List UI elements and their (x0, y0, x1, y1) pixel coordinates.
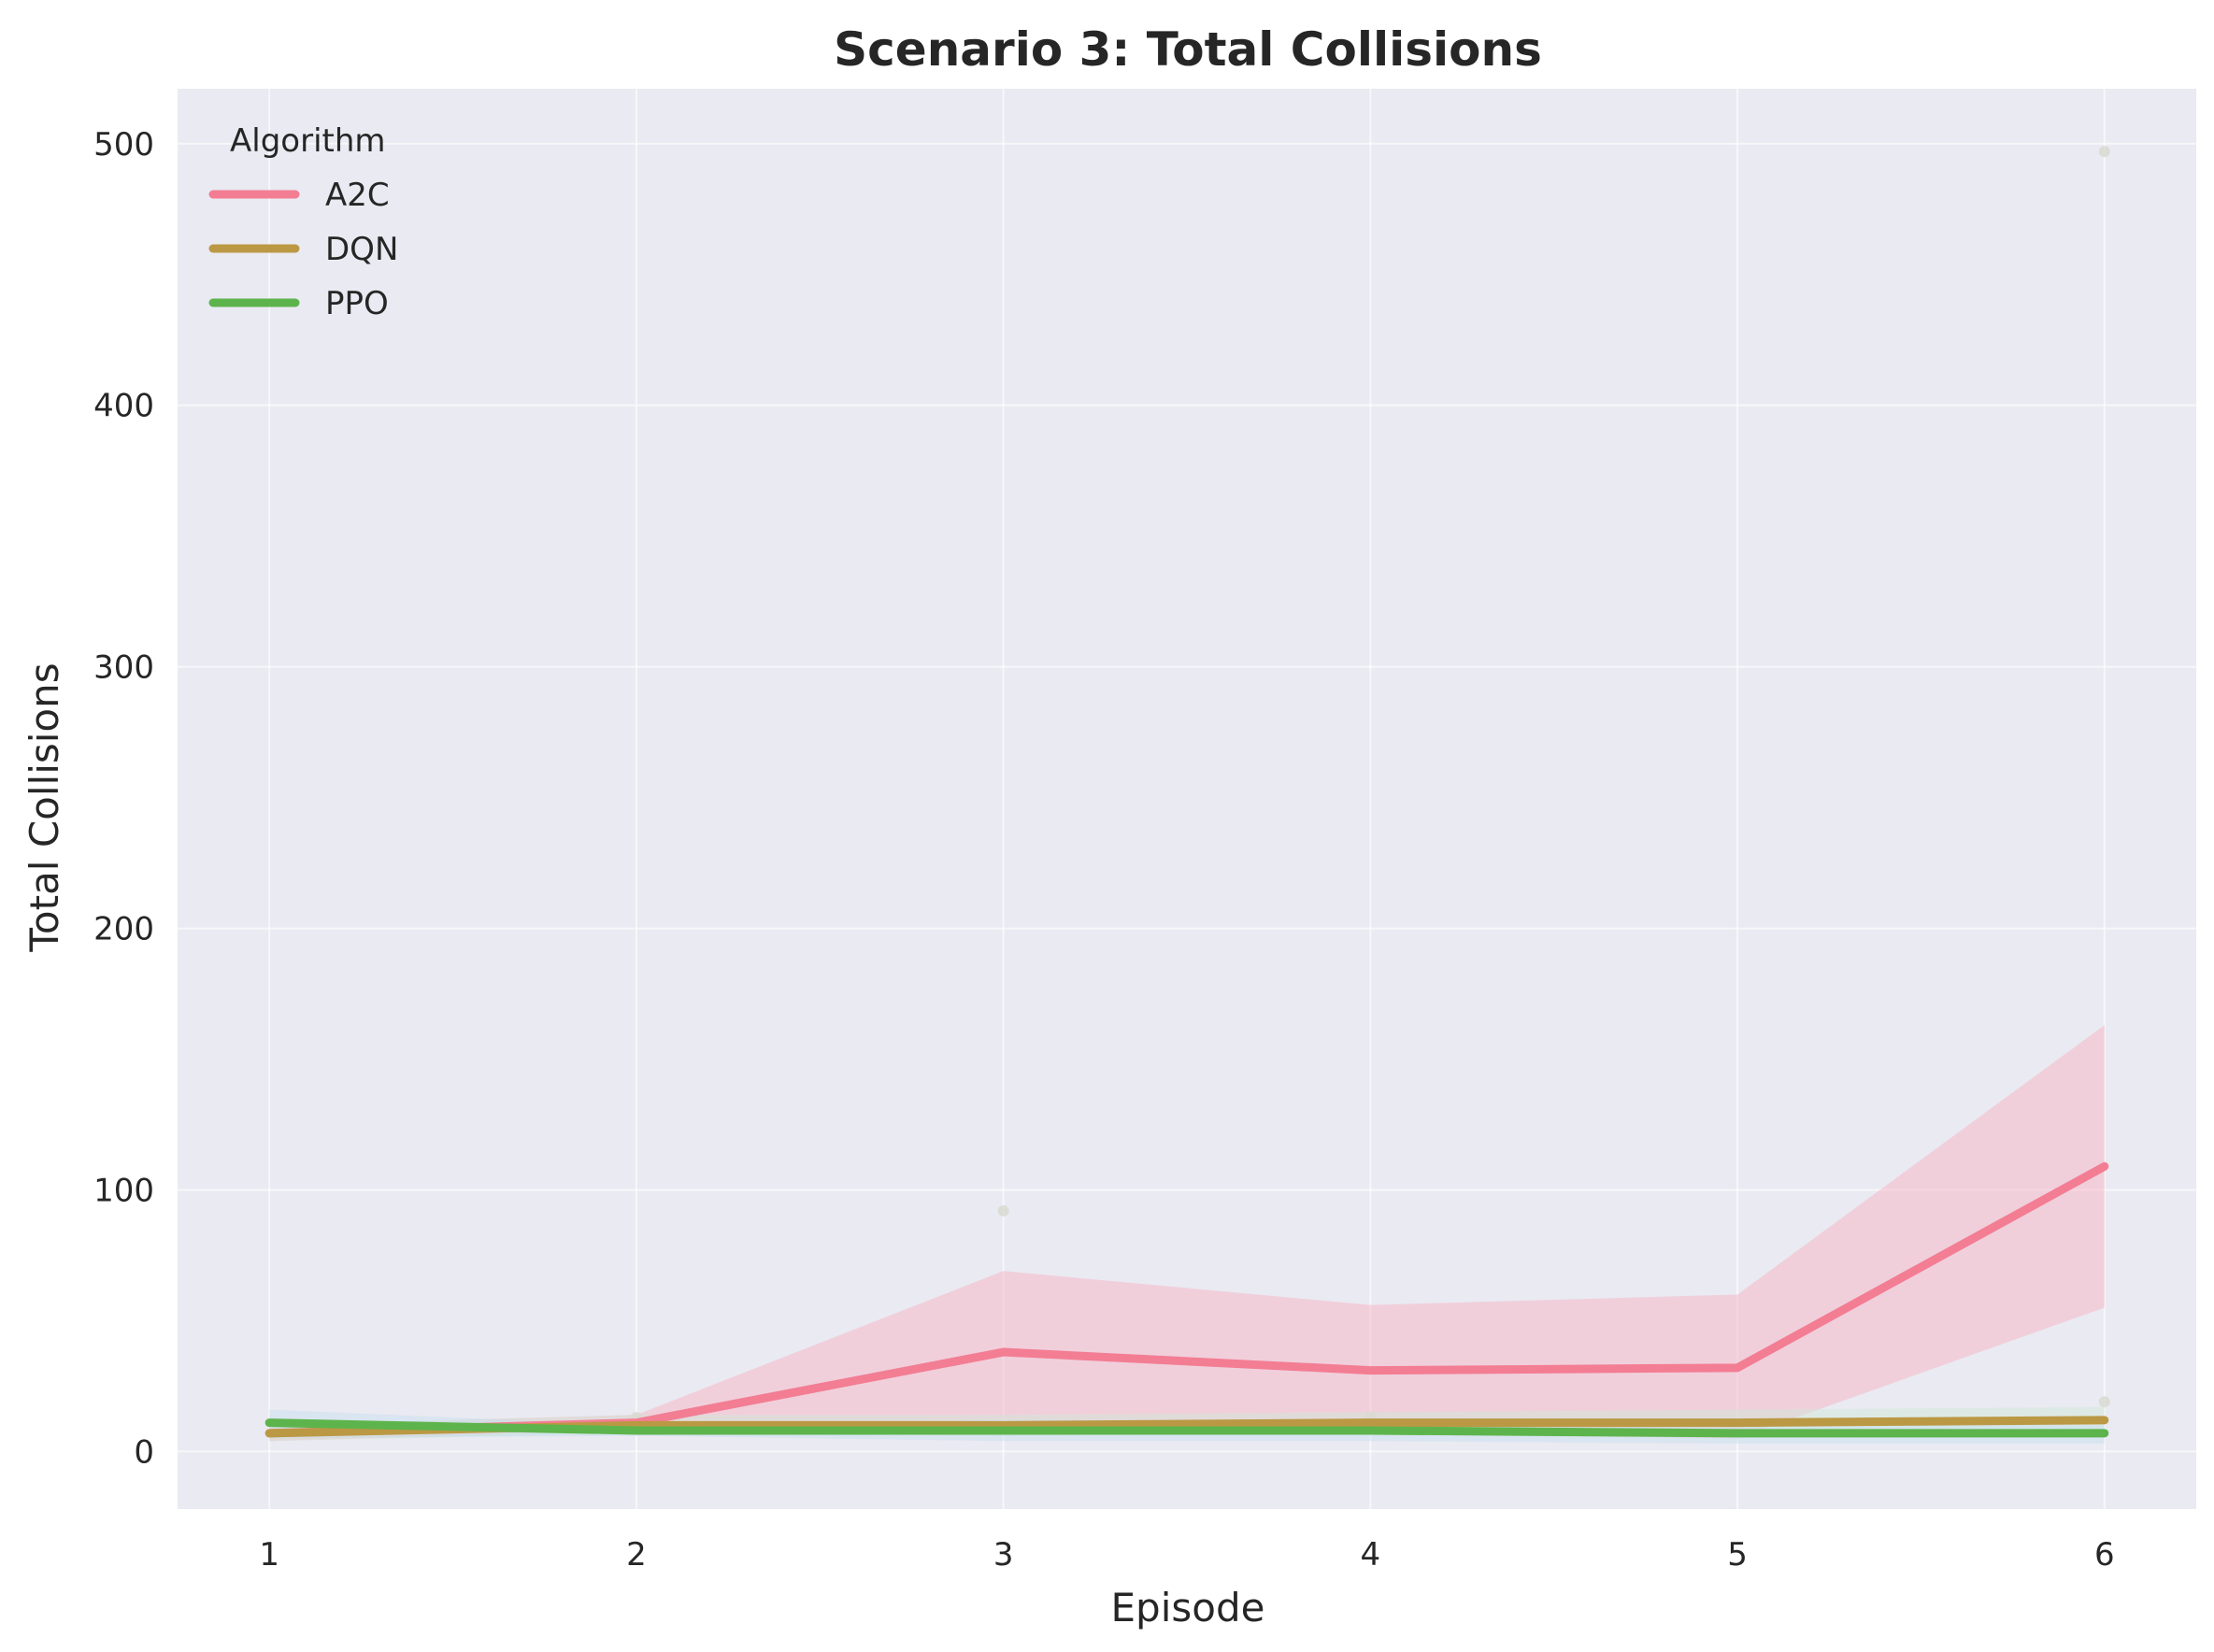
x-tick-label: 1 (259, 1536, 279, 1574)
outlier-point (2098, 146, 2110, 158)
legend-label-dqn: DQN (325, 231, 398, 268)
y-tick-label: 300 (93, 649, 154, 687)
y-tick-labels: 0 100 200 300 400 500 (93, 126, 154, 1472)
outlier-point (2098, 1396, 2110, 1408)
grid (178, 89, 2196, 1509)
series-line-ppo (264, 1418, 2109, 1438)
x-tick-labels: 1 2 3 4 5 6 (259, 1536, 2114, 1574)
y-tick-label: 0 (134, 1433, 154, 1471)
x-tick-label: 4 (1361, 1536, 1381, 1574)
legend-label-a2c: A2C (325, 177, 390, 214)
chart-title: Scenario 3: Total Collisions (834, 22, 1542, 77)
legend: Algorithm A2C DQN PPO (208, 122, 398, 322)
x-tick-label: 6 (2094, 1536, 2115, 1574)
x-axis-label: Episode (1111, 1585, 1265, 1631)
outlier-point (997, 1204, 1009, 1217)
y-tick-label: 200 (93, 911, 154, 948)
series-lines (264, 1161, 2109, 1438)
y-tick-label: 100 (93, 1172, 154, 1209)
x-tick-label: 3 (993, 1536, 1014, 1574)
y-tick-label: 400 (93, 388, 154, 425)
y-axis-label: Total Collisions (21, 662, 67, 952)
y-tick-label: 500 (93, 126, 154, 164)
legend-title: Algorithm (230, 122, 386, 160)
x-tick-label: 2 (626, 1536, 647, 1574)
legend-label-ppo: PPO (325, 285, 389, 322)
confidence-band-a2c (269, 1025, 2105, 1442)
x-tick-label: 5 (1727, 1536, 1748, 1574)
